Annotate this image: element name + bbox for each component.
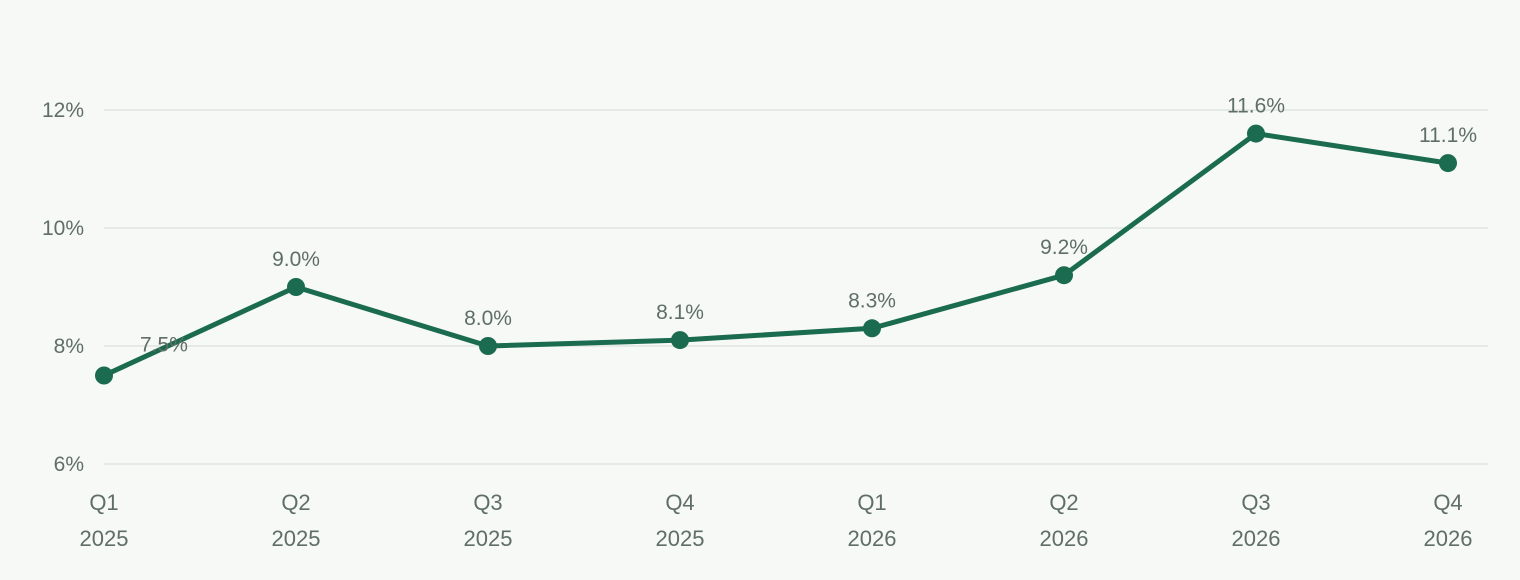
y-tick-label: 6%: [54, 453, 84, 476]
x-tick-label-quarter: Q1: [89, 490, 118, 515]
x-tick-label-year: 2026: [848, 526, 897, 551]
x-tick-label-quarter: Q1: [857, 490, 886, 515]
data-label: 7.5%: [140, 334, 188, 357]
x-tick-label-year: 2025: [464, 526, 513, 551]
data-point: [671, 331, 689, 350]
data-label: 9.2%: [1040, 236, 1088, 259]
y-tick-label: 10%: [42, 217, 84, 240]
x-tick-label-quarter: Q2: [1049, 490, 1078, 515]
x-tick-label-quarter: Q3: [1241, 490, 1270, 515]
x-tick-label-year: 2026: [1424, 526, 1473, 551]
x-tick-label-quarter: Q4: [1433, 490, 1462, 515]
x-tick-label-year: 2026: [1232, 526, 1281, 551]
data-point: [863, 319, 881, 338]
y-axis: 6% 8% 10% 12%: [42, 99, 84, 476]
data-point: [1247, 124, 1265, 143]
x-tick-label-year: 2026: [1040, 526, 1089, 551]
series-line: [101, 131, 1451, 378]
y-tick-label: 8%: [54, 335, 84, 358]
x-tick-label-year: 2025: [80, 526, 129, 551]
data-label: 8.1%: [656, 301, 704, 324]
data-label: 8.0%: [464, 307, 512, 330]
data-point: [1055, 266, 1073, 285]
data-label: 11.1%: [1419, 124, 1477, 147]
data-point: [479, 337, 497, 355]
x-tick-label-quarter: Q4: [665, 490, 694, 515]
data-point: [1439, 154, 1457, 173]
data-labels: 7.5% 9.0% 8.0% 8.1% 8.3% 9.2% 11.6% 11.1%: [140, 95, 1477, 357]
grid-lines: [104, 109, 1488, 465]
data-label: 8.3%: [848, 289, 896, 312]
x-tick-label-quarter: Q3: [473, 490, 502, 515]
series-layer: [95, 124, 1457, 385]
x-axis: Q1 2025 Q2 2025 Q3 2025 Q4 2025 Q1 2026 Q2 2026 Q3 20…: [80, 490, 1473, 551]
data-point: [287, 278, 305, 296]
y-tick-label: 12%: [42, 99, 84, 122]
data-point: [95, 366, 113, 385]
x-tick-label-year: 2025: [656, 526, 705, 551]
x-tick-label-year: 2025: [272, 526, 321, 551]
data-label: 11.6%: [1227, 95, 1285, 118]
x-tick-label-quarter: Q2: [281, 490, 310, 515]
data-label: 9.0%: [272, 248, 320, 271]
